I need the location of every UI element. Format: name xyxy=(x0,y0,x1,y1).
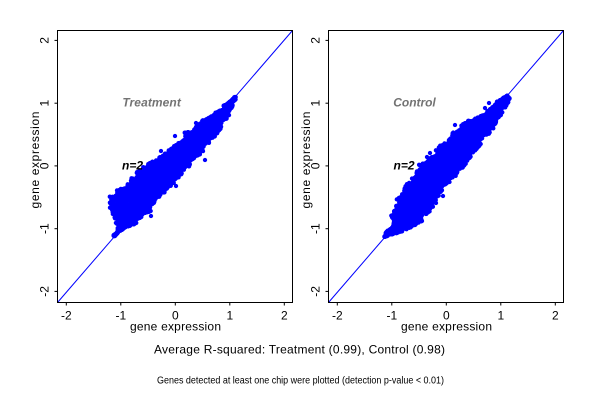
svg-text:1: 1 xyxy=(226,309,233,323)
svg-text:-1: -1 xyxy=(115,309,126,323)
svg-text:-2: -2 xyxy=(61,309,72,323)
svg-text:-2: -2 xyxy=(38,286,52,297)
svg-text:2: 2 xyxy=(38,37,52,44)
svg-text:gene expression: gene expression xyxy=(130,320,221,334)
svg-text:1: 1 xyxy=(38,100,52,107)
svg-text:Treatment: Treatment xyxy=(122,96,182,110)
svg-text:-1: -1 xyxy=(38,223,52,234)
svg-text:gene expression: gene expression xyxy=(28,112,42,209)
svg-text:2: 2 xyxy=(281,309,288,323)
svg-text:n=2: n=2 xyxy=(122,159,143,173)
